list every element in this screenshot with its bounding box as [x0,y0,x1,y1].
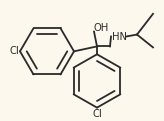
Text: Cl: Cl [92,109,102,119]
Text: HN: HN [112,32,127,42]
Text: Cl: Cl [9,46,19,56]
Text: OH: OH [93,23,108,33]
